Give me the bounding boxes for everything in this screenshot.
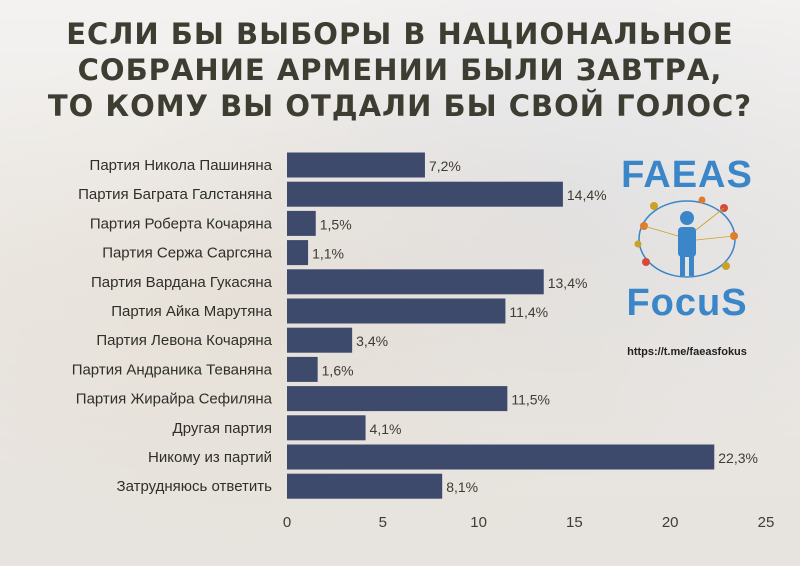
people-network-icon: [634, 196, 738, 278]
x-tick-label: 5: [379, 514, 387, 531]
x-tick-label: 10: [470, 514, 487, 531]
bar: [287, 473, 443, 499]
bar: [287, 240, 309, 266]
value-label: 7,2%: [429, 158, 461, 174]
category-label: Затрудняюсь ответить: [117, 478, 273, 495]
category-label: Другая партия: [173, 420, 272, 437]
value-label: 14,4%: [567, 187, 607, 203]
category-label: Партия Жирайра Сефиляна: [76, 391, 273, 408]
chart-title: Если бы выборы в Национальное собрание А…: [0, 16, 800, 124]
category-label: Партия Вардана Гукасяна: [91, 274, 273, 291]
category-label: Партия Роберта Кочаряна: [90, 215, 273, 232]
title-line-3: то кому вы отдали бы свой голос?: [47, 89, 753, 123]
bar: [287, 415, 366, 441]
bar: [287, 386, 508, 412]
x-tick-label: 15: [566, 514, 583, 531]
bar: [287, 298, 506, 324]
category-label: Партия Баграта Галстаняна: [78, 186, 273, 203]
value-label: 22,3%: [718, 450, 758, 466]
bar: [287, 269, 544, 295]
value-label: 1,6%: [322, 362, 354, 378]
category-label: Партия Никола Пашиняна: [90, 157, 273, 174]
faeas-focus-logo: FAEAS FocuS https://t.me/faeasfokus: [612, 150, 762, 380]
value-label: 4,1%: [370, 421, 402, 437]
bar: [287, 210, 316, 236]
logo-top-text: FAEAS: [621, 154, 753, 196]
x-tick-label: 0: [283, 514, 291, 531]
value-label: 1,1%: [312, 246, 344, 262]
bar: [287, 152, 425, 178]
bar: [287, 444, 715, 470]
bar: [287, 356, 318, 382]
category-label: Партия Левона Кочаряна: [96, 332, 272, 349]
value-label: 1,5%: [320, 216, 352, 232]
title-line-2: собрание Армении были завтра,: [77, 53, 723, 87]
category-label: Никому из партий: [148, 449, 272, 466]
category-label: Партия Айка Марутяна: [111, 303, 272, 320]
value-label: 13,4%: [548, 275, 588, 291]
title-line-1: Если бы выборы в Национальное: [66, 17, 734, 51]
category-label: Партия Андраника Теваняна: [72, 361, 273, 378]
bar: [287, 327, 353, 353]
bar: [287, 181, 563, 207]
logo-bottom-text: FocuS: [626, 282, 748, 324]
value-label: 8,1%: [446, 479, 478, 495]
value-label: 3,4%: [356, 333, 388, 349]
x-tick-label: 25: [758, 514, 775, 531]
value-label: 11,4%: [509, 304, 548, 320]
x-tick-label: 20: [662, 514, 679, 531]
telegram-link[interactable]: https://t.me/faeasfokus: [627, 346, 747, 358]
value-label: 11,5%: [511, 392, 550, 408]
category-label: Партия Сержа Саргсяна: [102, 245, 272, 262]
